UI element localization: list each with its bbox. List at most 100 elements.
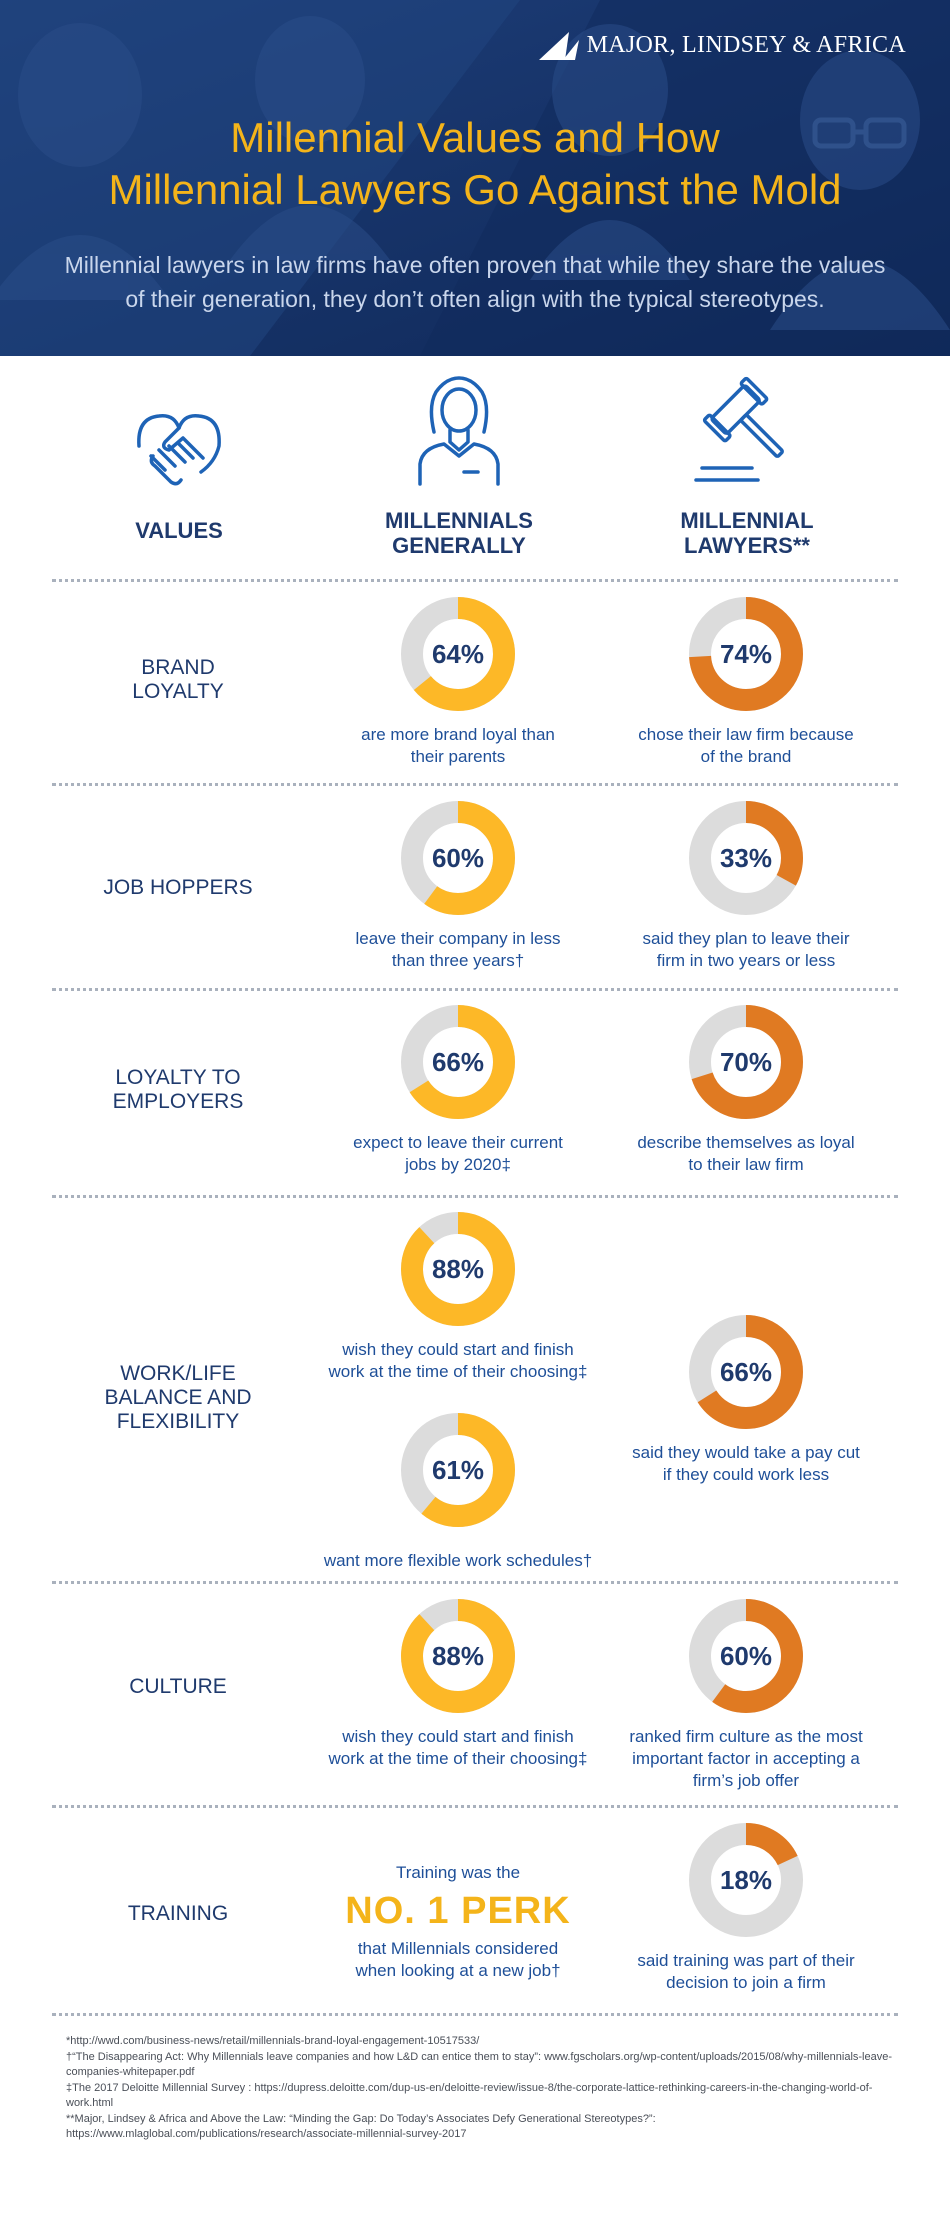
stat-description-line: wish they could start and finish	[342, 1340, 574, 1359]
perk-body-line: that Millennials considered	[357, 1939, 559, 1958]
donut-chart: 33%	[689, 801, 803, 915]
donut-chart: 88%	[401, 1599, 515, 1713]
row-label-line: FLEXIBILITY	[116, 1410, 240, 1433]
row-divider	[52, 1805, 898, 1808]
perk-headline: NO. 1 PERK	[345, 1890, 571, 1932]
column-label-millennials-line1: MILLENNIALS	[385, 508, 533, 533]
stat-culture-lawyers: 60% ranked firm culture as the most impo…	[596, 1596, 896, 1792]
donut-chart: 88%	[401, 1212, 515, 1326]
stat-description-line: work at the time of their choosing‡	[328, 1749, 588, 1768]
stat-description-line: important factor in accepting a	[632, 1749, 860, 1768]
donut-value-arc	[689, 1315, 803, 1429]
donut-chart: 18%	[689, 1823, 803, 1937]
stat-description-line: decision to join a firm	[666, 1973, 826, 1992]
donut-percent-label: 66%	[720, 1357, 772, 1387]
stat-job-hoppers-lawyers: 33% said they plan to leave their firm i…	[596, 798, 896, 972]
stat-loyalty-lawyers: 70% describe themselves as loyal to thei…	[596, 1002, 896, 1176]
stat-brand-loyalty-millennials: 64% are more brand loyal than their pare…	[308, 594, 608, 768]
stat-description-line: of the brand	[700, 747, 792, 766]
stat-training-lawyers: 18% said training was part of their deci…	[596, 1820, 896, 1994]
gavel-icon	[694, 376, 784, 482]
stat-description-line: describe themselves as loyal	[637, 1133, 855, 1152]
column-label-millennials-line2: GENERALLY	[392, 533, 526, 558]
stat-description-line: chose their law firm because	[638, 725, 854, 744]
stat-description-line: expect to leave their current	[353, 1133, 563, 1152]
stat-description-line: ranked firm culture as the most	[629, 1727, 863, 1746]
footnotes: *http://wwd.com/business-news/retail/mil…	[66, 2034, 896, 2143]
stat-description: wish they could start and finish work at…	[308, 1339, 608, 1383]
column-header-values: VALUES	[64, 386, 294, 543]
column-header-millennials: MILLENNIALS GENERALLY	[344, 376, 574, 558]
footnote: *http://wwd.com/business-news/retail/mil…	[66, 2035, 480, 2047]
stat-description: said training was part of their decision…	[596, 1950, 896, 1994]
stat-brand-loyalty-lawyers: 74% chose their law firm because of the …	[596, 594, 896, 768]
column-label-lawyers-line1: MILLENNIAL	[680, 508, 814, 533]
stat-description-line: want more flexible work schedules†	[323, 1551, 593, 1570]
row-label-brand-loyalty: BRAND LOYALTY	[60, 656, 296, 704]
stat-description-line: firm in two years or less	[656, 951, 836, 970]
donut-chart: 70%	[689, 1005, 803, 1119]
stat-description-line: leave their company in less	[355, 929, 561, 948]
stat-description: want more flexible work schedules†	[308, 1550, 608, 1572]
stat-description-line: said training was part of their	[637, 1951, 855, 1970]
stat-description: are more brand loyal than their parents	[308, 724, 608, 768]
row-label-line: EMPLOYERS	[112, 1090, 244, 1113]
stat-description: chose their law firm because of the bran…	[596, 724, 896, 768]
row-label-line: LOYALTY	[132, 680, 224, 703]
person-icon	[418, 376, 500, 486]
donut-value-arc	[401, 1413, 515, 1527]
stat-description-line: to their law firm	[688, 1155, 804, 1174]
donut-percent-label: 61%	[432, 1455, 484, 1485]
row-label-line: JOB HOPPERS	[103, 876, 253, 899]
column-headers: VALUES MILLENNIALS GENERALLY	[0, 356, 950, 570]
stat-loyalty-millennials: 66% expect to leave their current jobs b…	[308, 1002, 608, 1176]
row-label-job-hoppers: JOB HOPPERS	[60, 876, 296, 900]
stat-description: ranked firm culture as the most importan…	[596, 1726, 896, 1792]
donut-percent-label: 70%	[720, 1047, 772, 1077]
stat-description: describe themselves as loyal to their la…	[596, 1132, 896, 1176]
stat-description-line: wish they could start and finish	[342, 1727, 574, 1746]
donut-value-arc	[401, 1599, 515, 1713]
donut-value-arc	[689, 1005, 803, 1119]
company-logo: MAJOR, LINDSEY & AFRICA	[538, 30, 906, 60]
logo-mark-icon	[538, 32, 579, 60]
row-divider	[52, 1581, 898, 1584]
donut-value-arc	[401, 597, 515, 711]
donut-value-arc	[689, 1599, 803, 1713]
donut-chart: 64%	[401, 597, 515, 711]
stat-description: leave their company in less than three y…	[308, 928, 608, 972]
people-silhouettes-illustration	[0, 0, 950, 356]
stat-description: said they plan to leave their firm in tw…	[596, 928, 896, 972]
donut-percent-label: 88%	[432, 1641, 484, 1671]
donut-percent-label: 60%	[432, 843, 484, 873]
header-banner: MAJOR, LINDSEY & AFRICA Millennial Value…	[0, 0, 950, 356]
row-label-line: BRAND	[141, 656, 215, 679]
stat-work-life-millennials-a: 88% wish they could start and finish wor…	[308, 1209, 608, 1383]
stat-description-line: firm’s job offer	[692, 1771, 800, 1790]
donut-value-arc	[401, 801, 515, 915]
title-line-2: Millennial Lawyers Go Against the Mold	[108, 166, 842, 213]
row-divider	[52, 2013, 898, 2016]
donut-chart: 66%	[401, 1005, 515, 1119]
title-line-1: Millennial Values and How	[230, 114, 720, 161]
row-divider	[52, 579, 898, 582]
column-label-values: VALUES	[135, 518, 223, 543]
donut-chart: 74%	[689, 597, 803, 711]
row-label-line: TRAINING	[127, 1902, 229, 1925]
row-label-work-life-balance: WORK/LIFE BALANCE AND FLEXIBILITY	[60, 1362, 296, 1434]
stat-description-line: their parents	[410, 747, 506, 766]
row-label-culture: CULTURE	[60, 1675, 296, 1699]
handshake-icon	[137, 414, 221, 486]
donut-chart: 60%	[689, 1599, 803, 1713]
donut-percent-label: 74%	[720, 639, 772, 669]
logo-text: MAJOR, LINDSEY & AFRICA	[586, 31, 906, 58]
donut-value-arc	[689, 801, 803, 915]
stat-description-line: if they could work less	[662, 1465, 830, 1484]
perk-intro-text: Training was the	[395, 1863, 521, 1882]
stat-culture-millennials: 88% wish they could start and finish wor…	[308, 1596, 608, 1770]
row-label-line: BALANCE AND	[104, 1386, 252, 1409]
stat-description-line: said they would take a pay cut	[632, 1443, 860, 1462]
donut-percent-label: 88%	[432, 1254, 484, 1284]
perk-body-line: when looking at a new job†	[355, 1961, 561, 1980]
donut-chart: 60%	[401, 801, 515, 915]
